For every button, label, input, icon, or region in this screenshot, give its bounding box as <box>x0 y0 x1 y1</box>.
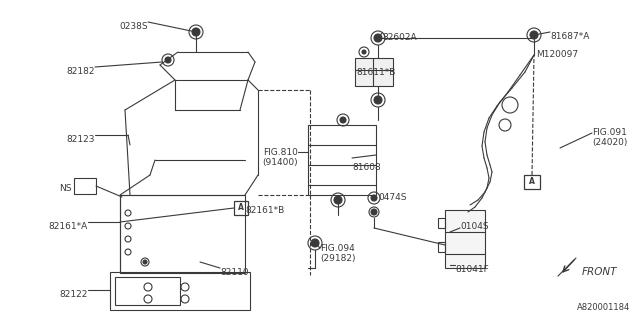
Bar <box>120 195 245 273</box>
Circle shape <box>374 34 382 42</box>
Text: FIG.094: FIG.094 <box>320 244 355 253</box>
Text: A: A <box>238 204 244 212</box>
Circle shape <box>374 96 382 104</box>
Bar <box>445 210 485 268</box>
Text: 81611*B: 81611*B <box>356 68 396 77</box>
Text: FIG.810: FIG.810 <box>263 148 298 157</box>
Text: 0474S: 0474S <box>378 193 406 202</box>
Circle shape <box>530 31 538 39</box>
Text: (29182): (29182) <box>320 254 355 263</box>
Text: 82161*B: 82161*B <box>245 206 284 215</box>
Bar <box>234 201 248 215</box>
Text: NS: NS <box>60 184 72 193</box>
Text: 82110: 82110 <box>220 268 248 277</box>
Bar <box>308 125 376 195</box>
Text: 82161*A: 82161*A <box>49 222 88 231</box>
Text: 82182: 82182 <box>67 67 95 76</box>
Text: (24020): (24020) <box>592 138 627 147</box>
Circle shape <box>165 57 171 63</box>
Text: (91400): (91400) <box>262 158 298 167</box>
Text: 82602A: 82602A <box>382 33 417 42</box>
Circle shape <box>192 28 200 36</box>
Circle shape <box>334 196 342 204</box>
Bar <box>355 58 393 86</box>
Text: 81687*A: 81687*A <box>550 32 589 41</box>
Text: 82122: 82122 <box>60 290 88 299</box>
Circle shape <box>340 117 346 123</box>
Circle shape <box>311 239 319 247</box>
Text: M120097: M120097 <box>536 50 578 59</box>
Text: FRONT: FRONT <box>582 267 618 277</box>
Circle shape <box>371 209 377 215</box>
Text: FIG.091: FIG.091 <box>592 128 627 137</box>
Bar <box>438 242 445 252</box>
Bar <box>524 175 540 189</box>
Text: 0238S: 0238S <box>120 22 148 31</box>
Text: 0104S: 0104S <box>460 222 488 231</box>
Text: A: A <box>529 178 535 187</box>
Bar <box>115 277 180 305</box>
Bar <box>438 218 445 228</box>
Text: 81041F: 81041F <box>455 265 489 274</box>
Circle shape <box>143 260 147 264</box>
Text: 82123: 82123 <box>67 135 95 144</box>
Bar <box>110 272 250 310</box>
Text: A820001184: A820001184 <box>577 303 630 312</box>
Circle shape <box>371 195 377 201</box>
Text: 81608: 81608 <box>352 163 381 172</box>
Bar <box>74 178 96 194</box>
Circle shape <box>362 50 366 54</box>
